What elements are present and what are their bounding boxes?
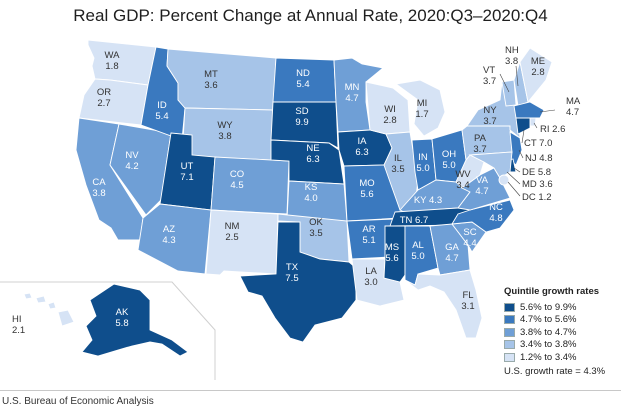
state-ak[interactable] [81,283,189,357]
svg-text:ND5.4: ND 5.4 [296,68,310,90]
svg-text:NE6.3: NE 6.3 [306,143,319,165]
state-mn[interactable] [333,57,385,133]
svg-text:ME2.8: ME 2.8 [531,56,545,78]
svg-text:OK3.5: OK 3.5 [309,217,323,239]
state-labels: WA 1.8 OR 2.7 CA 3.8 NV 4.2 ID 5.4 MT 3.6 WY 3.… [12,45,581,336]
svg-text:UT7.1: UT 7.1 [180,161,193,183]
svg-text:AR5.1: AR 5.1 [362,224,375,246]
svg-text:LA3.0: LA 3.0 [364,266,377,288]
svg-text:MD 3.6: MD 3.6 [522,179,553,190]
state-co[interactable] [210,156,290,215]
svg-text:AK5.8: AK 5.8 [115,307,129,329]
state-nm[interactable] [205,209,279,276]
svg-text:WI2.8: WI 2.8 [383,104,396,126]
svg-text:RI 2.6: RI 2.6 [540,124,565,135]
svg-text:WA1.8: WA 1.8 [105,50,121,72]
legend-swatch [504,315,515,325]
inset-divider [0,281,216,380]
legend-swatch [504,302,515,312]
legend-item: 5.6% to 9.9% [504,301,619,314]
svg-text:CO4.5: CO 4.5 [230,169,244,191]
source-divider [0,390,621,391]
svg-text:ID5.4: ID 5.4 [155,100,168,122]
svg-text:CA3.8: CA 3.8 [92,177,106,199]
svg-text:NH3.8: NH 3.8 [505,45,519,67]
svg-text:OR2.7: OR 2.7 [97,87,111,109]
legend-swatch [504,327,515,337]
svg-text:TX7.5: TX 7.5 [285,262,298,284]
svg-text:PA3.7: PA 3.7 [473,133,486,155]
us-growth-rate: U.S. growth rate = 4.3% [504,365,606,377]
svg-text:MO5.6: MO 5.6 [359,178,374,200]
svg-text:AZ4.3: AZ 4.3 [162,224,175,246]
svg-text:MT3.6: MT 3.6 [204,69,218,91]
svg-text:NM2.5: NM 2.5 [225,221,240,243]
svg-text:FL3.1: FL 3.1 [461,290,474,312]
state-sd[interactable] [270,101,339,149]
svg-text:SD9.9: SD 9.9 [295,106,308,128]
svg-text:NY3.7: NY 3.7 [483,105,497,127]
state-mi[interactable] [394,79,446,137]
svg-text:NV4.2: NV 4.2 [125,150,139,172]
state-hi[interactable] [23,292,75,327]
legend-swatch [504,352,515,362]
legend-title: Quintile growth rates [504,286,600,297]
state-or[interactable] [78,78,149,126]
svg-text:KS4.0: KS 4.0 [304,182,317,204]
svg-text:SC4.4: SC 4.4 [463,227,476,249]
state-dc[interactable] [498,174,510,186]
state-ma[interactable] [513,101,545,119]
state-tx[interactable] [239,221,357,343]
svg-text:IL3.5: IL 3.5 [391,153,404,175]
map-title: Real GDP: Percent Change at Annual Rate,… [73,6,548,25]
svg-text:CT 7.0: CT 7.0 [524,138,552,149]
svg-text:TN 6.7: TN 6.7 [400,215,429,226]
svg-text:DC 1.2: DC 1.2 [522,192,552,203]
svg-text:VA4.7: VA 4.7 [475,175,488,197]
state-me[interactable] [519,47,553,104]
svg-text:WY3.8: WY 3.8 [217,120,233,142]
state-va[interactable] [457,167,511,211]
svg-text:MI1.7: MI 1.7 [415,98,428,120]
svg-text:IN5.0: IN 5.0 [416,152,429,174]
svg-text:WV3.4: WV 3.4 [455,169,471,191]
svg-text:KY 4.3: KY 4.3 [414,195,442,206]
legend-item: 1.2% to 3.4% [504,351,619,364]
svg-text:MN4.7: MN 4.7 [345,82,360,104]
state-wa[interactable] [87,39,157,86]
legend: Quintile growth rates 5.6% to 9.9% 4.7% … [504,286,619,377]
legend-item: 4.7% to 5.6% [504,314,619,327]
svg-text:OH5.0: OH 5.0 [442,149,456,171]
svg-text:MA4.7: MA 4.7 [566,96,581,118]
state-vt[interactable] [501,79,517,107]
legend-item: 3.8% to 4.7% [504,326,619,339]
svg-text:VT3.7: VT 3.7 [483,65,496,87]
state-mt[interactable] [166,48,277,111]
state-fl[interactable] [404,269,483,339]
svg-text:AL5.0: AL 5.0 [411,240,424,262]
svg-text:DE 5.8: DE 5.8 [522,167,551,178]
svg-text:HI2.1: HI 2.1 [12,314,25,336]
svg-text:IA6.3: IA 6.3 [355,136,368,158]
svg-text:NJ 4.8: NJ 4.8 [525,153,552,164]
leader-lines [499,65,556,197]
state-ct[interactable] [515,117,531,135]
source-credit: U.S. Bureau of Economic Analysis [2,396,154,407]
legend-item: 3.4% to 3.8% [504,339,619,352]
svg-text:MS5.6: MS 5.6 [385,242,399,264]
svg-text:NC4.8: NC 4.8 [489,202,503,224]
svg-text:GA4.7: GA 4.7 [445,242,459,264]
legend-swatch [504,340,515,350]
state-nc[interactable] [451,199,515,233]
